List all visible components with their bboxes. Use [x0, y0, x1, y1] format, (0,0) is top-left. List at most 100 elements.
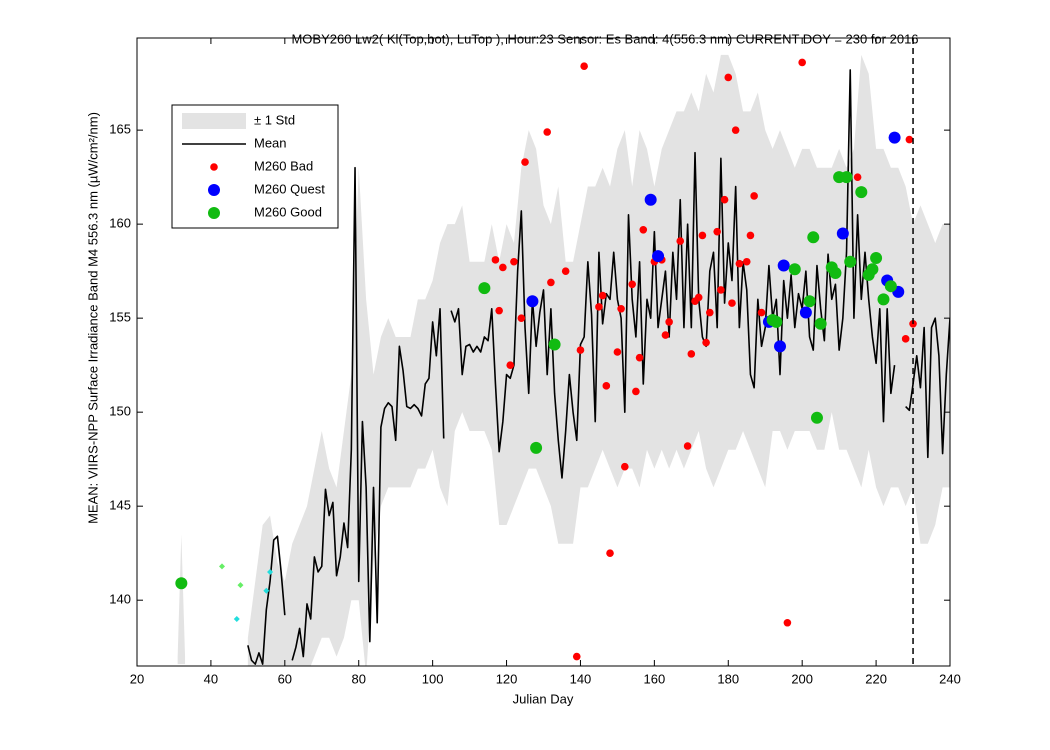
- legend-swatch: [182, 113, 246, 129]
- x-tick-label: 160: [644, 671, 666, 686]
- data-point: [602, 382, 611, 390]
- data-point: [661, 331, 670, 339]
- diamond-point: [218, 563, 225, 570]
- data-point: [750, 192, 758, 200]
- legend-label: M260 Bad: [254, 158, 313, 173]
- data-point: [877, 293, 890, 306]
- y-tick-label: 140: [109, 592, 131, 607]
- data-point: [888, 131, 901, 144]
- data-point: [836, 227, 849, 240]
- data-point: [901, 335, 910, 343]
- legend-swatch: [208, 207, 220, 219]
- diamond-point: [237, 582, 244, 589]
- legend-swatch: [210, 163, 218, 171]
- x-tick-label: 40: [204, 671, 218, 686]
- x-tick-label: 120: [496, 671, 518, 686]
- y-tick-label: 145: [109, 498, 131, 513]
- data-point: [713, 227, 721, 236]
- data-point: [491, 256, 500, 264]
- data-point: [853, 173, 862, 181]
- data-point: [665, 318, 673, 326]
- diamond-point: [267, 568, 274, 575]
- diamond-point: [233, 615, 240, 622]
- data-point: [705, 308, 714, 317]
- data-point: [617, 304, 625, 313]
- data-point: [639, 225, 648, 234]
- data-point: [175, 577, 188, 590]
- data-point: [855, 186, 868, 199]
- data-point: [870, 251, 883, 264]
- data-point: [628, 280, 636, 289]
- data-point: [724, 73, 733, 82]
- std-band: [247, 54, 950, 666]
- data-point: [728, 299, 736, 307]
- data-point: [595, 303, 603, 311]
- data-point: [621, 462, 629, 471]
- data-point: [731, 126, 740, 134]
- x-tick-label: 60: [278, 671, 292, 686]
- data-point: [548, 338, 561, 351]
- data-point: [632, 387, 640, 396]
- y-tick-label: 155: [109, 310, 131, 325]
- data-point: [495, 306, 503, 315]
- data-point: [905, 135, 914, 144]
- data-point: [746, 231, 755, 240]
- legend-label: M260 Quest: [254, 181, 325, 196]
- legend-label: ± 1 Std: [254, 112, 295, 127]
- data-point: [799, 306, 812, 319]
- data-point: [683, 442, 692, 450]
- std-band: [177, 534, 186, 665]
- data-point: [866, 263, 879, 276]
- data-point: [884, 280, 897, 293]
- data-point: [676, 237, 685, 245]
- data-point: [810, 411, 823, 424]
- data-point: [829, 267, 842, 280]
- data-point: [576, 346, 585, 354]
- chart-title: MOBY260 Lw2( Kl(Top,bot), LuTop ), Hour:…: [291, 31, 918, 46]
- plot-area: [175, 38, 950, 666]
- data-point: [757, 308, 766, 317]
- legend-label: Mean: [254, 135, 287, 150]
- data-point: [543, 128, 551, 136]
- y-axis-label: MEAN: VIIRS-NPP Surface Irradiance Band …: [85, 112, 100, 524]
- data-point: [798, 58, 806, 67]
- data-point: [606, 549, 614, 557]
- x-tick-label: 240: [939, 671, 961, 686]
- data-point: [613, 348, 622, 356]
- legend: ± 1 Std Mean M260 Bad M260 Quest M260 Good: [171, 104, 339, 229]
- data-point: [499, 263, 507, 272]
- x-tick-label: 100: [422, 671, 444, 686]
- data-point: [840, 171, 853, 184]
- legend-swatch: [208, 184, 220, 196]
- data-point: [717, 286, 725, 294]
- data-point: [788, 263, 801, 276]
- data-point: [694, 293, 703, 302]
- x-tick-label: 20: [130, 671, 144, 686]
- data-point: [687, 350, 696, 358]
- data-point: [735, 259, 744, 268]
- data-point: [526, 295, 539, 308]
- x-tick-label: 140: [570, 671, 592, 686]
- y-tick-label: 150: [109, 404, 131, 419]
- data-point: [478, 282, 491, 295]
- plot-frame: [136, 37, 951, 667]
- data-point: [580, 62, 588, 71]
- data-point: [598, 291, 607, 300]
- data-point: [506, 361, 515, 369]
- data-point: [770, 315, 783, 328]
- x-axis-label: Julian Day: [513, 691, 574, 706]
- data-point: [807, 231, 820, 244]
- data-point: [814, 317, 827, 330]
- x-tick-label: 200: [791, 671, 813, 686]
- legend-label: M260 Good: [254, 204, 322, 219]
- data-point: [521, 158, 529, 166]
- x-tick-label: 80: [351, 671, 365, 686]
- data-point: [803, 295, 816, 308]
- data-point: [635, 353, 644, 362]
- data-point: [698, 231, 707, 240]
- data-point: [702, 338, 710, 347]
- data-point: [783, 618, 792, 627]
- data-point: [561, 267, 570, 275]
- data-point: [777, 259, 790, 272]
